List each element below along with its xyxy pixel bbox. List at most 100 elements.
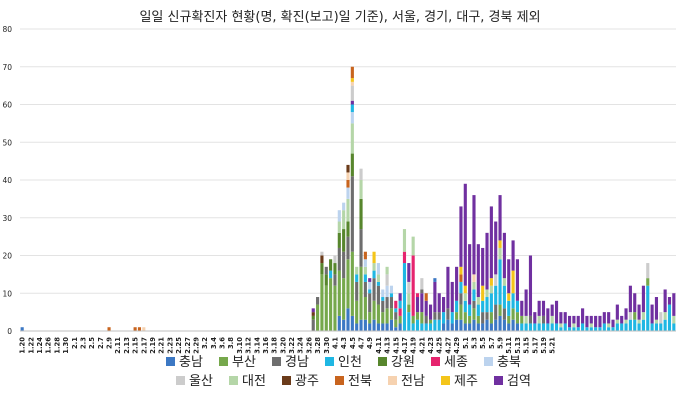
chart-title: 일일 신규확진자 현황(명, 확진(보고)일 기준), 서울, 경기, 대구, … [139,10,541,25]
x-tick-label: 4.29 [453,337,461,354]
bar-segment [411,315,415,324]
bar-segment [554,300,559,324]
bar-segment [494,221,498,275]
bar-segment [368,289,372,294]
bar-segment [363,319,367,331]
bar-segment [376,263,380,275]
bar-segment [311,312,315,316]
bar-segment [602,312,606,324]
bar-segment [376,304,380,324]
x-tick-label: 2.25 [175,337,183,354]
bar-segment [355,266,359,275]
bar-segment [620,315,624,324]
bar-segment [502,232,506,279]
bar-segment [498,259,502,305]
bar-segment [363,251,367,260]
bar-segment [333,255,337,264]
bar-segment [628,285,632,313]
bar-segment [528,315,533,324]
bar-segment [402,263,407,331]
x-tick-label: 2.29 [192,337,200,354]
bar-segment [524,315,528,324]
bar-segment [463,312,467,324]
legend-swatch [166,357,175,366]
x-tick-label: 5.21 [549,337,557,354]
bar-segment [402,251,407,264]
legend-swatch [484,357,493,366]
x-tick-label: 3.30 [323,337,331,354]
x-tick-label: 5.5 [479,337,487,349]
bar-segment [350,176,354,252]
x-tick-label: 1.28 [53,337,61,354]
legend-label: 제주 [454,374,478,389]
bar-segment [355,323,359,331]
x-tick-label: 2.19 [149,337,157,354]
bar-segment [455,312,459,320]
bar-segment [546,323,550,331]
bar-segment [572,315,576,324]
bars [20,66,676,331]
x-tick-label: 2.15 [132,337,140,354]
bar-segment [350,100,354,105]
bar-segment [489,285,493,294]
bar-segment [472,319,476,331]
legend-label: 전북 [348,374,372,389]
bar-segment [468,323,472,331]
x-tick-label: 2.21 [158,337,166,354]
y-tick-label: 40 [2,176,12,185]
bar-segment [463,323,467,331]
bar-segment [537,315,541,324]
bar-segment [572,327,576,331]
bar-segment [463,293,467,301]
bar-segment [511,308,515,320]
bar-segment [428,323,433,331]
bar-segment [446,319,450,331]
legend-label: 울산 [189,374,213,389]
x-tick-label: 4.23 [427,337,435,354]
bar-segment [650,323,654,331]
x-tick-label: 2.7 [97,337,105,349]
x-tick-label: 3.20 [279,337,287,354]
bar-segment [420,312,424,324]
bar-segment [437,293,441,313]
x-tick-label: 3.16 [262,337,270,354]
x-tick-label: 3.12 [245,337,253,354]
bar-segment [381,289,385,298]
bar-segment [459,319,463,331]
bar-segment [359,168,363,180]
bar-segment [320,251,324,256]
x-tick-label: 3.28 [314,337,322,354]
bar-segment [415,293,420,298]
bar-segment [346,308,350,331]
bar-segment [515,312,519,324]
legend-swatch [229,376,238,385]
legend-label: 부산 [232,355,256,370]
bar-segment [363,281,367,298]
bar-segment [437,319,441,331]
bar-segment [494,319,498,331]
bar-segment [368,312,372,324]
bar-segment [554,323,559,331]
bar-segment [476,244,480,298]
bar-segment [485,319,489,331]
bar-segment [641,312,645,320]
bar-segment [350,123,354,154]
bar-segment [498,240,502,248]
y-tick-label: 70 [2,63,12,72]
bar-segment [567,315,572,328]
bar-segment [320,274,324,331]
bar-segment [329,270,333,279]
bar-segment [428,319,433,324]
x-tick-label: 3.18 [271,337,279,354]
bar-segment [485,232,489,290]
bar-segment [468,304,472,316]
bar-segment [607,323,611,328]
bar-segment [672,323,676,331]
bar-segment [346,259,350,309]
bar-segment [515,323,519,331]
bar-segment [311,315,315,320]
bar-segment [494,285,498,305]
x-tick-label: 3.6 [219,337,227,349]
